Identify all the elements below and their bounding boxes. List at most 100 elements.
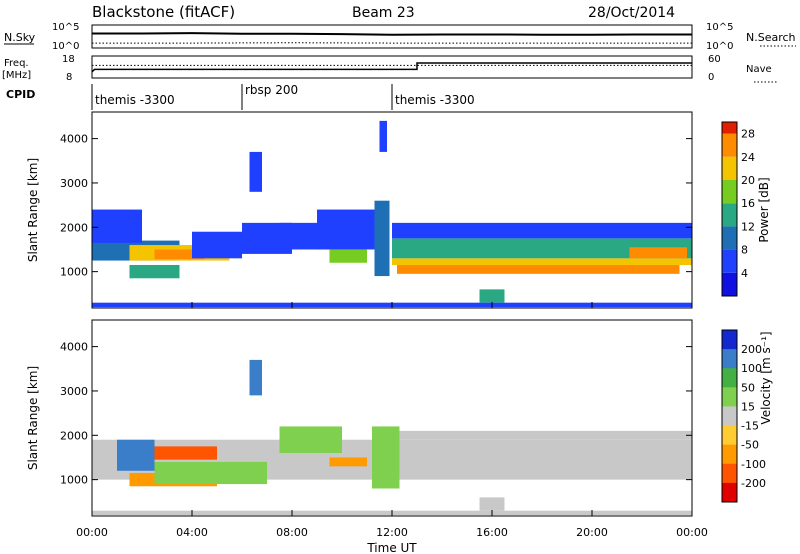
power-cbar-segment-1 xyxy=(722,249,737,273)
power-band-5 xyxy=(192,231,242,259)
power-cbar-segment-4 xyxy=(722,180,737,204)
nave-ytick-right-bottom: 0 xyxy=(708,72,714,83)
power-cbar-frame xyxy=(721,121,738,297)
power-cbar-segment-6 xyxy=(722,133,737,157)
power-cbar-segment-7 xyxy=(722,122,737,134)
velocity-cbar-tick-2: 50 xyxy=(741,381,755,394)
power-band-14 xyxy=(397,264,680,274)
velocity-cbar-segment-4 xyxy=(722,406,737,427)
velocity-cbar-segment-3 xyxy=(722,387,737,407)
frequency-panel: Freq. [MHz] 18 8 60 0 Nave xyxy=(2,54,778,83)
power-colorbar-label: Power [dB] xyxy=(757,177,771,242)
cpid-segment-label-0: themis -3300 xyxy=(95,93,175,107)
velocity-cbar-segment-6 xyxy=(722,444,737,465)
power-cbar-tick-5: 24 xyxy=(741,151,755,164)
power-band-9 xyxy=(317,209,380,250)
velocity-band-5 xyxy=(154,461,267,485)
velocity-cbar-tick-4: -15 xyxy=(741,420,759,433)
noise-ytick-left-top: 10^5 xyxy=(52,22,79,33)
power-y-axis: 1000 2000 3000 4000 xyxy=(60,133,692,279)
frequency-frame xyxy=(91,55,693,79)
velocity-ylabel: Slant Range [km] xyxy=(26,366,40,470)
velocity-ytick-label-1: 2000 xyxy=(60,429,88,442)
power-band-13 xyxy=(392,258,692,265)
xlabel: Time UT xyxy=(366,541,417,554)
velocity-cbar-segment-8 xyxy=(722,482,737,503)
power-band-18 xyxy=(479,289,505,303)
power-ytick-label-2: 3000 xyxy=(60,177,88,190)
time-x-axis: 00:00 04:00 08:00 12:00 16:00 20:00 00:00 xyxy=(76,302,708,539)
beam-title: Beam 23 xyxy=(352,5,415,21)
velocity-band-6 xyxy=(249,359,262,396)
nave-label: Nave xyxy=(746,64,772,75)
noise-panel: N.Sky 10^5 10^0 10^5 10^0 N.Search xyxy=(4,22,796,52)
cpid-panel: CPID themis -3300 rbsp 200 themis -3300 xyxy=(6,83,475,110)
cpid-segment-label-1: rbsp 200 xyxy=(245,83,298,97)
power-band-17 xyxy=(629,247,687,259)
velocity-cbar-tick-0: 200 xyxy=(741,343,762,356)
velocity-cbar-tick-5: -50 xyxy=(741,439,759,452)
station-title: Blackstone (fitACF) xyxy=(92,3,235,21)
date-title: 28/Oct/2014 xyxy=(588,5,675,21)
noise-right-label: N.Search xyxy=(746,31,796,44)
velocity-cbar-frame xyxy=(721,329,738,503)
velocity-cbar-tick-6: -100 xyxy=(741,458,766,471)
power-ytick-label-0: 1000 xyxy=(60,266,88,279)
power-colorbar: 4 8 12 16 20 24 28 xyxy=(721,121,755,297)
power-band-16 xyxy=(392,222,692,239)
power-ytick-label-3: 4000 xyxy=(60,133,88,146)
noise-series-line-0 xyxy=(92,32,692,36)
power-cbar-tick-0: 4 xyxy=(741,267,748,280)
xtick-label-2: 08:00 xyxy=(276,526,308,539)
velocity-cbar-segment-0 xyxy=(722,330,737,350)
frequency-series-line-0 xyxy=(91,62,692,73)
noise-series xyxy=(92,32,692,44)
cpid-label: CPID xyxy=(6,88,35,101)
power-cbar-tick-2: 12 xyxy=(741,220,755,233)
power-cbar-tick-3: 16 xyxy=(741,197,755,210)
power-band-15 xyxy=(392,238,692,259)
power-cbar-segment-3 xyxy=(722,203,737,227)
velocity-band-7 xyxy=(279,426,342,454)
freq-label-top: Freq. xyxy=(4,58,29,69)
velocity-panel: 1000 2000 3000 4000 Slant Range [km] 200 100… xyxy=(26,302,773,554)
velocity-band-3 xyxy=(117,439,155,471)
power-ylabel: Slant Range [km] xyxy=(26,158,40,262)
nave-ytick-right-top: 60 xyxy=(708,54,721,65)
velocity-cbar-segment-2 xyxy=(722,368,737,388)
power-band-2 xyxy=(154,249,205,260)
power-cbar-segment-0 xyxy=(722,272,737,296)
noise-frame xyxy=(91,24,693,49)
velocity-ytick-label-2: 3000 xyxy=(60,385,88,398)
xtick-label-1: 04:00 xyxy=(176,526,208,539)
velocity-cbar-tick-7: -200 xyxy=(741,477,766,490)
power-band-7 xyxy=(249,151,262,192)
velocity-band-10 xyxy=(479,497,505,511)
power-band-12 xyxy=(379,120,387,152)
velocity-y-axis: 1000 2000 3000 4000 xyxy=(60,341,692,487)
freq-ytick-left-bottom: 8 xyxy=(66,72,72,83)
xtick-label-5: 20:00 xyxy=(576,526,608,539)
freq-ytick-left-top: 18 xyxy=(62,54,75,65)
velocity-heatmap xyxy=(92,359,692,516)
xtick-label-6: 00:00 xyxy=(676,526,708,539)
noise-left-label: N.Sky xyxy=(4,31,36,44)
power-panel: 1000 2000 3000 4000 Slant Range [km] 4 8 12 16… xyxy=(26,111,771,309)
noise-ytick-right-top: 10^5 xyxy=(706,22,733,33)
power-cbar-segment-2 xyxy=(722,226,737,250)
velocity-cbar-segment-5 xyxy=(722,425,737,446)
power-ytick-label-1: 2000 xyxy=(60,221,88,234)
velocity-colorbar: 200 100 50 15 -15 -50 -100 -200 xyxy=(721,329,766,503)
cpid-segment-label-2: themis -3300 xyxy=(395,93,475,107)
freq-label-bottom: [MHz] xyxy=(2,70,31,81)
velocity-band-9 xyxy=(372,426,400,489)
xtick-label-0: 00:00 xyxy=(76,526,108,539)
velocity-cbar-tick-3: 15 xyxy=(741,400,755,413)
velocity-band-1 xyxy=(392,430,692,440)
velocity-cbar-segment-1 xyxy=(722,349,737,369)
frequency-series xyxy=(91,62,692,73)
power-cbar-segment-5 xyxy=(722,156,737,180)
velocity-band-8 xyxy=(329,457,367,467)
power-heatmap xyxy=(92,120,692,308)
